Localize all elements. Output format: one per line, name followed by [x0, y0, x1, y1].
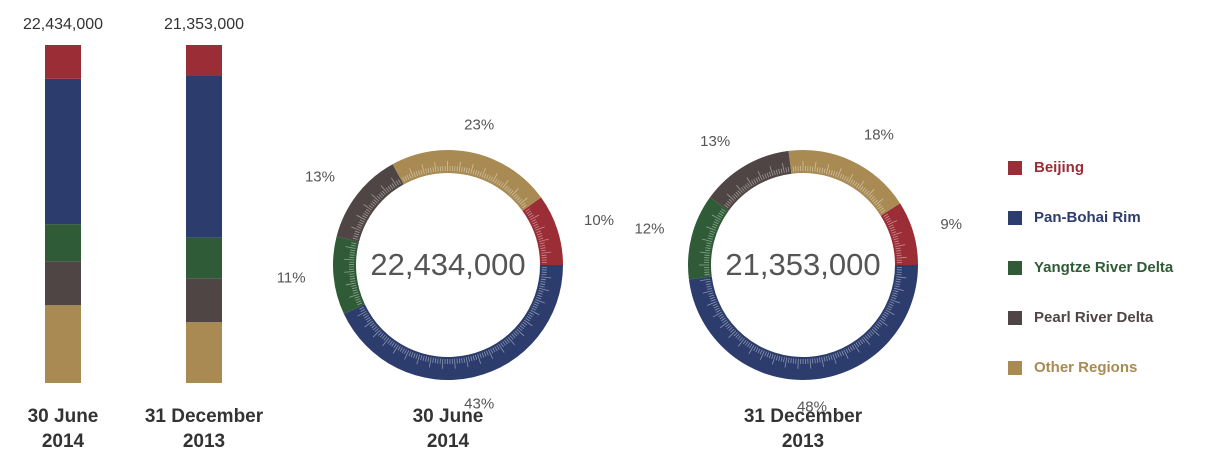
bar-segment [186, 322, 222, 383]
bar-segment [186, 45, 222, 76]
value-label: 9% [940, 216, 962, 233]
center-label: 22,434,000 [370, 247, 525, 282]
value-label: 18% [864, 127, 894, 144]
value-label: 13% [305, 168, 335, 185]
value-label: 48% [797, 399, 827, 416]
legend-label: Beijing [1034, 159, 1084, 176]
bar-segment [45, 305, 81, 383]
value-label: 10% [584, 212, 614, 229]
slice-texture [351, 177, 402, 240]
donut-slice [880, 203, 918, 265]
slice-texture [402, 160, 528, 209]
value-label: 23% [464, 116, 494, 133]
legend-label: Pan-Bohai Rim [1034, 209, 1141, 226]
donut-slice [709, 150, 792, 211]
x-tick-label: 30 June 2014 [27, 406, 99, 452]
legend-label: Other Regions [1034, 359, 1137, 376]
legend-swatch [1008, 261, 1022, 275]
legend-swatch [1008, 161, 1022, 175]
bar-segment [45, 224, 81, 262]
bar-total-label: 22,434,000 [23, 16, 103, 33]
slice-texture [525, 208, 552, 264]
value-label: 12% [634, 220, 664, 237]
legend-swatch [1008, 361, 1022, 375]
bar-segment [45, 45, 81, 79]
slice-texture [699, 208, 726, 276]
donut-slice [343, 265, 563, 380]
donut-slice [522, 197, 563, 265]
slice-texture [700, 266, 907, 369]
bar-segment [186, 278, 222, 323]
donut-slice [688, 197, 729, 280]
center-label: 21,353,000 [725, 247, 880, 282]
slice-texture [344, 242, 363, 306]
slice-texture [724, 162, 790, 209]
slice-texture [357, 266, 552, 369]
slice-texture [792, 161, 886, 213]
x-tick-label: 31 December 2013 [144, 406, 264, 452]
chart-title: 30 June 2014 [412, 406, 484, 452]
chart-title: 31 December 2013 [743, 406, 863, 452]
donut-slice [336, 164, 404, 243]
value-label: 13% [700, 133, 730, 150]
donut-slice [788, 150, 901, 216]
slice-texture [883, 213, 907, 264]
bar-segment [45, 261, 81, 306]
legend-label: Yangtze River Delta [1034, 259, 1174, 276]
legend-swatch [1008, 211, 1022, 225]
value-label: 43% [464, 396, 494, 413]
bar-total-label: 21,353,000 [164, 16, 244, 33]
legend-swatch [1008, 311, 1022, 325]
bar-segment [45, 78, 81, 225]
donut-slice [688, 265, 918, 380]
donut-slice [333, 236, 365, 314]
bar-segment [186, 75, 222, 238]
legend-label: Pearl River Delta [1034, 309, 1154, 326]
value-label: 11% [277, 269, 306, 286]
bar-segment [186, 237, 222, 279]
donut-slice [392, 150, 542, 211]
